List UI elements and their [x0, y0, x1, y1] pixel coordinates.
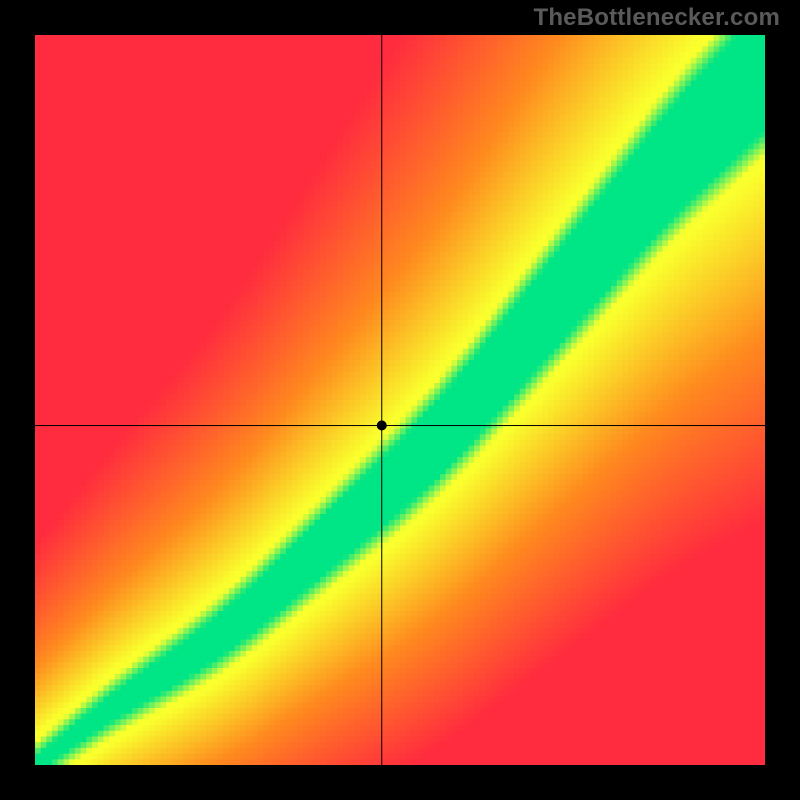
bottleneck-heatmap	[35, 35, 765, 765]
chart-container: TheBottlenecker.com	[0, 0, 800, 800]
watermark-text: TheBottlenecker.com	[533, 4, 780, 32]
